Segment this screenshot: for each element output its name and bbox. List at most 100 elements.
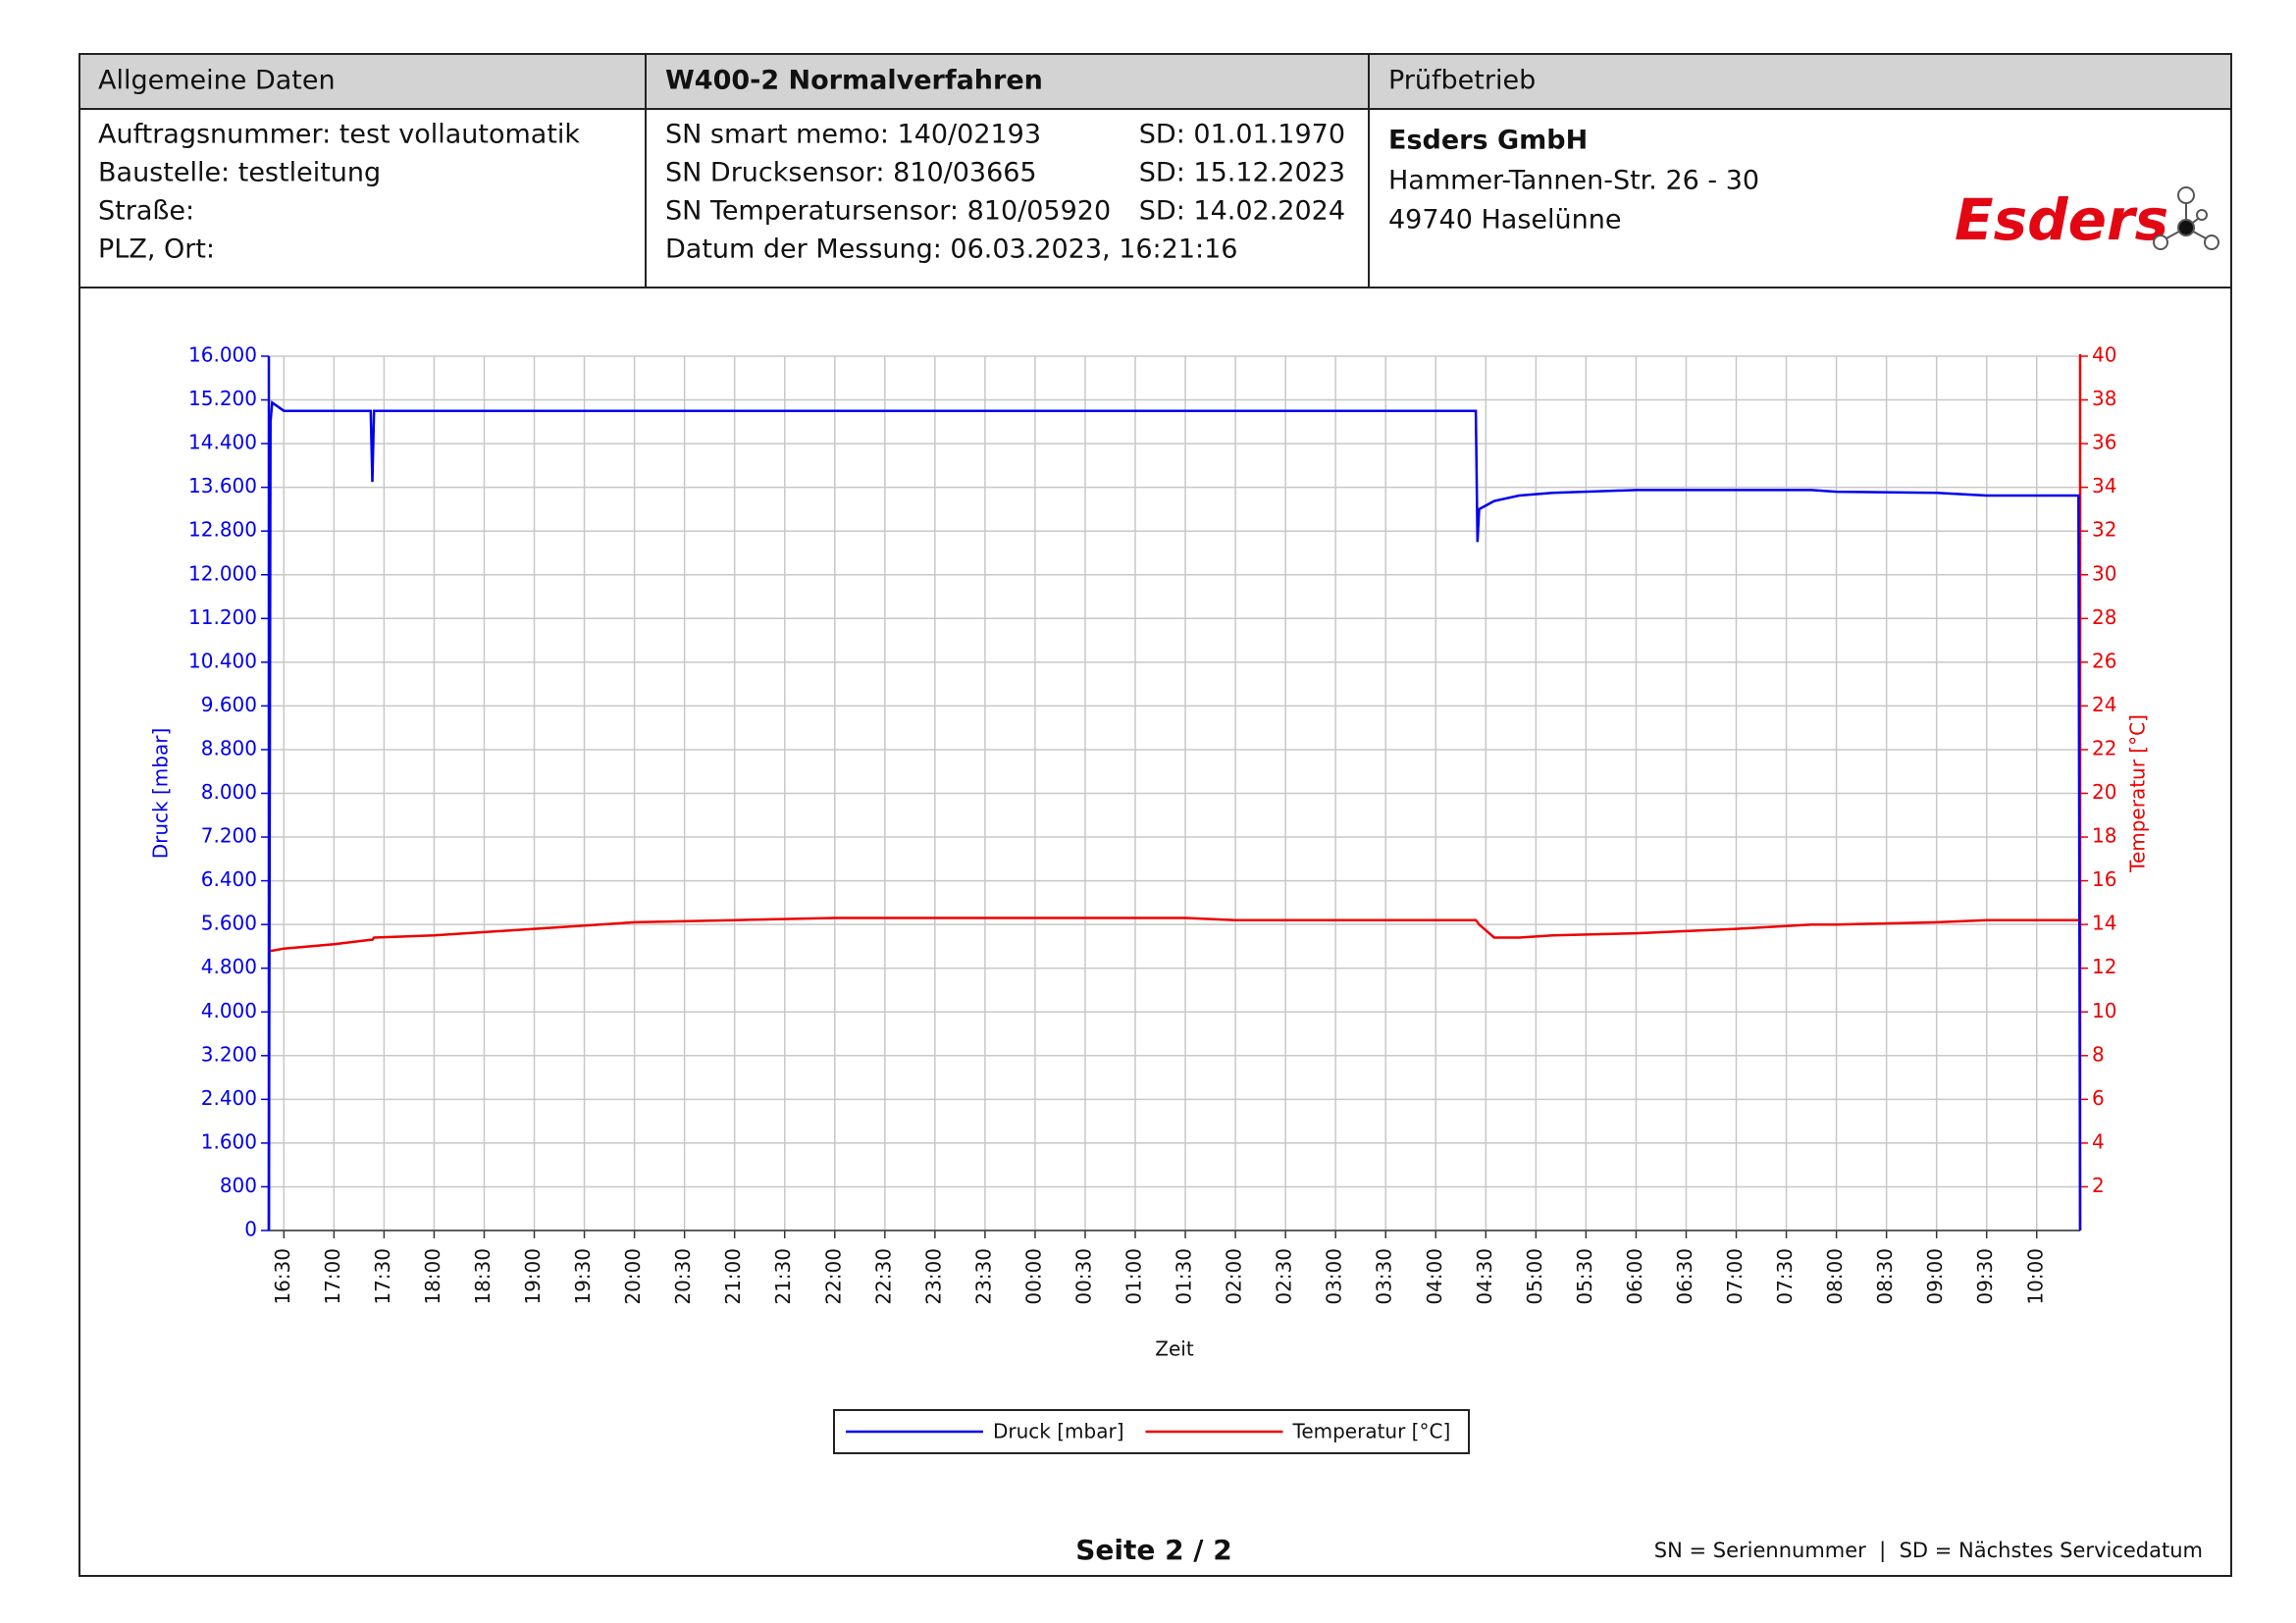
y-axis-title: Druck [mbar] — [149, 728, 173, 860]
logo-icon — [2153, 186, 2219, 250]
x-tick-label: 08:30 — [1873, 1248, 1897, 1305]
x-tick-label: 23:30 — [971, 1248, 995, 1305]
y2-tick-label: 28 — [2092, 605, 2116, 629]
y2-tick-label: 12 — [2092, 955, 2116, 978]
y-tick-label: 3.200 — [201, 1042, 257, 1066]
x-tick-label: 20:30 — [671, 1248, 695, 1305]
sensor-line: SN Temperatursensor: 810/05920 — [665, 196, 1111, 227]
info-line: Straße: — [98, 196, 194, 227]
footer-note: SN = Seriennummer | SD = Nächstes Servic… — [1654, 1539, 2203, 1563]
x-tick-label: 22:00 — [821, 1248, 845, 1305]
y2-axis-title: Temperatur [°C] — [2126, 714, 2150, 873]
legend-label: Temperatur [°C] — [1292, 1420, 1451, 1443]
service-date: SD: 01.01.1970 — [1139, 120, 1345, 150]
y2-tick-label: 14 — [2092, 912, 2116, 935]
x-tick-label: 18:00 — [421, 1248, 444, 1305]
y2-tick-label: 30 — [2092, 561, 2116, 585]
sensor-line: SN Drucksensor: 810/03665 — [665, 158, 1037, 188]
info-line: Auftragsnummer: test vollautomatik — [98, 120, 580, 150]
company-city: 49740 Haselünne — [1388, 205, 1621, 236]
y2-tick-label: 36 — [2092, 431, 2116, 454]
y2-tick-label: 10 — [2092, 999, 2116, 1022]
x-tick-label: 04:00 — [1423, 1248, 1446, 1305]
x-tick-label: 03:30 — [1373, 1248, 1396, 1305]
y-tick-label: 5.600 — [201, 912, 257, 935]
x-tick-label: 22:30 — [871, 1248, 895, 1305]
header-title: W400-2 Normalverfahren — [665, 66, 1043, 96]
y2-tick-label: 6 — [2092, 1086, 2105, 1110]
x-tick-label: 07:30 — [1773, 1248, 1797, 1305]
x-tick-label: 10:00 — [2023, 1248, 2047, 1305]
header-title: Allgemeine Daten — [98, 66, 336, 96]
y-tick-label: 12.800 — [188, 518, 257, 542]
header-title: Prüfbetrieb — [1388, 66, 1536, 96]
y-tick-label: 800 — [220, 1174, 257, 1197]
y2-tick-label: 20 — [2092, 780, 2116, 804]
y2-tick-label: 16 — [2092, 867, 2116, 891]
x-tick-label: 00:30 — [1071, 1248, 1095, 1305]
y-tick-label: 13.600 — [188, 474, 257, 497]
y-tick-label: 14.400 — [188, 431, 257, 454]
x-tick-label: 05:30 — [1573, 1248, 1596, 1305]
y-tick-label: 16.000 — [188, 343, 257, 367]
page-number: Seite 2 / 2 — [1075, 1534, 1232, 1566]
y-tick-label: 4.000 — [201, 999, 257, 1022]
x-tick-label: 09:00 — [1923, 1248, 1947, 1305]
y2-tick-label: 2 — [2092, 1174, 2105, 1197]
y-tick-label: 8.000 — [201, 780, 257, 804]
y2-tick-label: 38 — [2092, 387, 2116, 410]
x-tick-label: 19:30 — [571, 1248, 595, 1305]
y2-tick-label: 24 — [2092, 693, 2116, 716]
y-tick-label: 10.400 — [188, 649, 257, 672]
company-name: Esders GmbH — [1388, 126, 1588, 156]
y-tick-label: 2.400 — [201, 1086, 257, 1110]
y-tick-label: 0 — [244, 1218, 257, 1241]
service-date: SD: 15.12.2023 — [1139, 158, 1345, 188]
x-tick-label: 21:30 — [771, 1248, 795, 1305]
y-tick-label: 7.200 — [201, 824, 257, 848]
x-tick-label: 09:30 — [1973, 1248, 1997, 1305]
x-tick-label: 07:00 — [1723, 1248, 1747, 1305]
x-tick-label: 17:00 — [321, 1248, 344, 1305]
series-line — [270, 916, 2079, 953]
y-tick-label: 15.200 — [188, 387, 257, 410]
x-tick-label: 20:00 — [621, 1248, 645, 1305]
x-tick-label: 16:30 — [271, 1248, 294, 1305]
y-tick-label: 6.400 — [201, 867, 257, 891]
y2-tick-label: 22 — [2092, 736, 2116, 759]
measurement-date: Datum der Messung: 06.03.2023, 16:21:16 — [665, 235, 1237, 265]
info-line: Baustelle: testleitung — [98, 158, 381, 188]
legend-label: Druck [mbar] — [993, 1420, 1124, 1443]
x-tick-label: 04:30 — [1473, 1248, 1496, 1305]
x-tick-label: 06:00 — [1623, 1248, 1646, 1305]
x-tick-label: 02:30 — [1273, 1248, 1296, 1305]
x-tick-label: 17:30 — [371, 1248, 394, 1305]
x-tick-label: 02:00 — [1223, 1248, 1246, 1305]
chart: 16:30 17:00 17:30 18:00 18:30 19:00 19:30 20:00… — [149, 343, 2150, 1454]
y2-tick-label: 34 — [2092, 474, 2116, 497]
sensor-line: SN smart memo: 140/02193 — [665, 120, 1041, 150]
y2-tick-label: 26 — [2092, 649, 2116, 672]
x-tick-label: 21:00 — [721, 1248, 745, 1305]
x-tick-label: 05:00 — [1523, 1248, 1546, 1305]
x-tick-label: 03:00 — [1323, 1248, 1346, 1305]
y2-tick-label: 18 — [2092, 824, 2116, 848]
x-tick-label: 01:30 — [1173, 1248, 1196, 1305]
company-street: Hammer-Tannen-Str. 26 - 30 — [1388, 166, 1759, 196]
x-tick-label: 19:00 — [521, 1248, 545, 1305]
series-line — [267, 400, 2082, 1231]
x-tick-label: 06:30 — [1673, 1248, 1696, 1305]
header-band — [79, 54, 2231, 109]
y-tick-label: 4.800 — [201, 955, 257, 978]
y2-tick-label: 32 — [2092, 518, 2116, 542]
y-tick-label: 9.600 — [201, 693, 257, 716]
y-tick-label: 1.600 — [201, 1129, 257, 1153]
x-tick-label: 23:00 — [921, 1248, 945, 1305]
x-tick-label: 18:30 — [471, 1248, 495, 1305]
x-tick-label: 01:00 — [1122, 1248, 1146, 1305]
page-frame — [78, 53, 2232, 1577]
y-tick-label: 12.000 — [188, 561, 257, 585]
info-line: PLZ, Ort: — [98, 235, 215, 265]
y-tick-label: 8.800 — [201, 736, 257, 759]
